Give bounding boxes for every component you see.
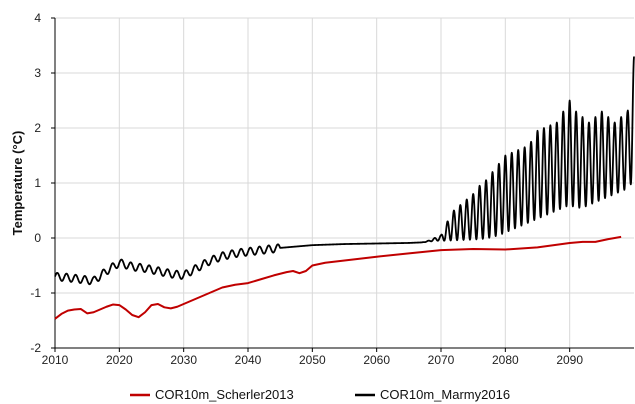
tick-labels: 2010 2020 2030 2040 2050 2060 2070 2080 2090 -2 -1…: [30, 11, 583, 367]
y-tick-label: 4: [34, 11, 41, 25]
y-tick-label: 2: [34, 121, 41, 135]
x-tick-label: 2060: [363, 353, 390, 367]
y-tick-label: 0: [34, 231, 41, 245]
x-tick-label: 2090: [556, 353, 583, 367]
legend: COR10m_Scherler2013 COR10m_Marmy2016: [130, 387, 510, 402]
y-axis-label: Temperature (°C): [10, 131, 25, 236]
x-tick-label: 2070: [428, 353, 455, 367]
series-line-marmy: [54, 56, 635, 286]
y-tick-label: -1: [30, 286, 41, 300]
x-tick-label: 2020: [106, 353, 133, 367]
series-line-scherler: [54, 235, 622, 320]
axes: [51, 17, 634, 352]
x-tick-label: 2030: [170, 353, 197, 367]
y-tick-label: -2: [30, 341, 41, 355]
legend-label-marmy: COR10m_Marmy2016: [380, 387, 510, 402]
series-lines: [54, 56, 635, 320]
x-tick-label: 2010: [42, 353, 69, 367]
x-tick-label: 2080: [492, 353, 519, 367]
x-tick-label: 2050: [299, 353, 326, 367]
grid: [55, 17, 634, 348]
y-tick-label: 1: [34, 176, 41, 190]
x-tick-label: 2040: [235, 353, 262, 367]
legend-label-scherler: COR10m_Scherler2013: [155, 387, 294, 402]
y-tick-label: 3: [34, 66, 41, 80]
